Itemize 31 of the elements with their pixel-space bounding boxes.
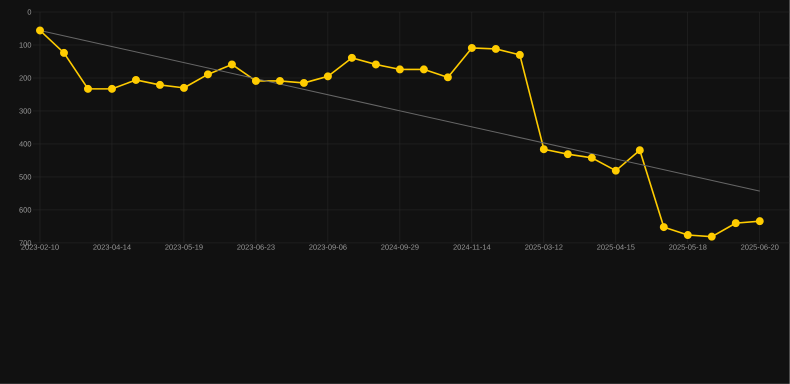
- point: [612, 166, 620, 175]
- point: [228, 60, 236, 69]
- point: [276, 77, 284, 85]
- point: [756, 217, 764, 226]
- point: [492, 45, 500, 53]
- point: [372, 60, 380, 69]
- point: [444, 73, 452, 82]
- point: [348, 54, 356, 62]
- point: [108, 84, 116, 93]
- point: [684, 231, 692, 240]
- point: [732, 219, 740, 228]
- point: [180, 84, 188, 92]
- point: [636, 146, 644, 154]
- point: [540, 145, 548, 154]
- point: [516, 50, 524, 59]
- point: [660, 223, 668, 232]
- point: [468, 44, 476, 52]
- point: [36, 26, 44, 35]
- point: [204, 70, 212, 78]
- point: [60, 48, 68, 57]
- point: [564, 150, 572, 158]
- point: [396, 65, 404, 74]
- point: [300, 79, 308, 87]
- point: [708, 232, 716, 241]
- point: [420, 65, 428, 74]
- point: [588, 154, 596, 162]
- point: [84, 84, 92, 93]
- point: [252, 77, 260, 85]
- point: [156, 80, 164, 89]
- point: [324, 72, 332, 80]
- point: [132, 76, 140, 84]
